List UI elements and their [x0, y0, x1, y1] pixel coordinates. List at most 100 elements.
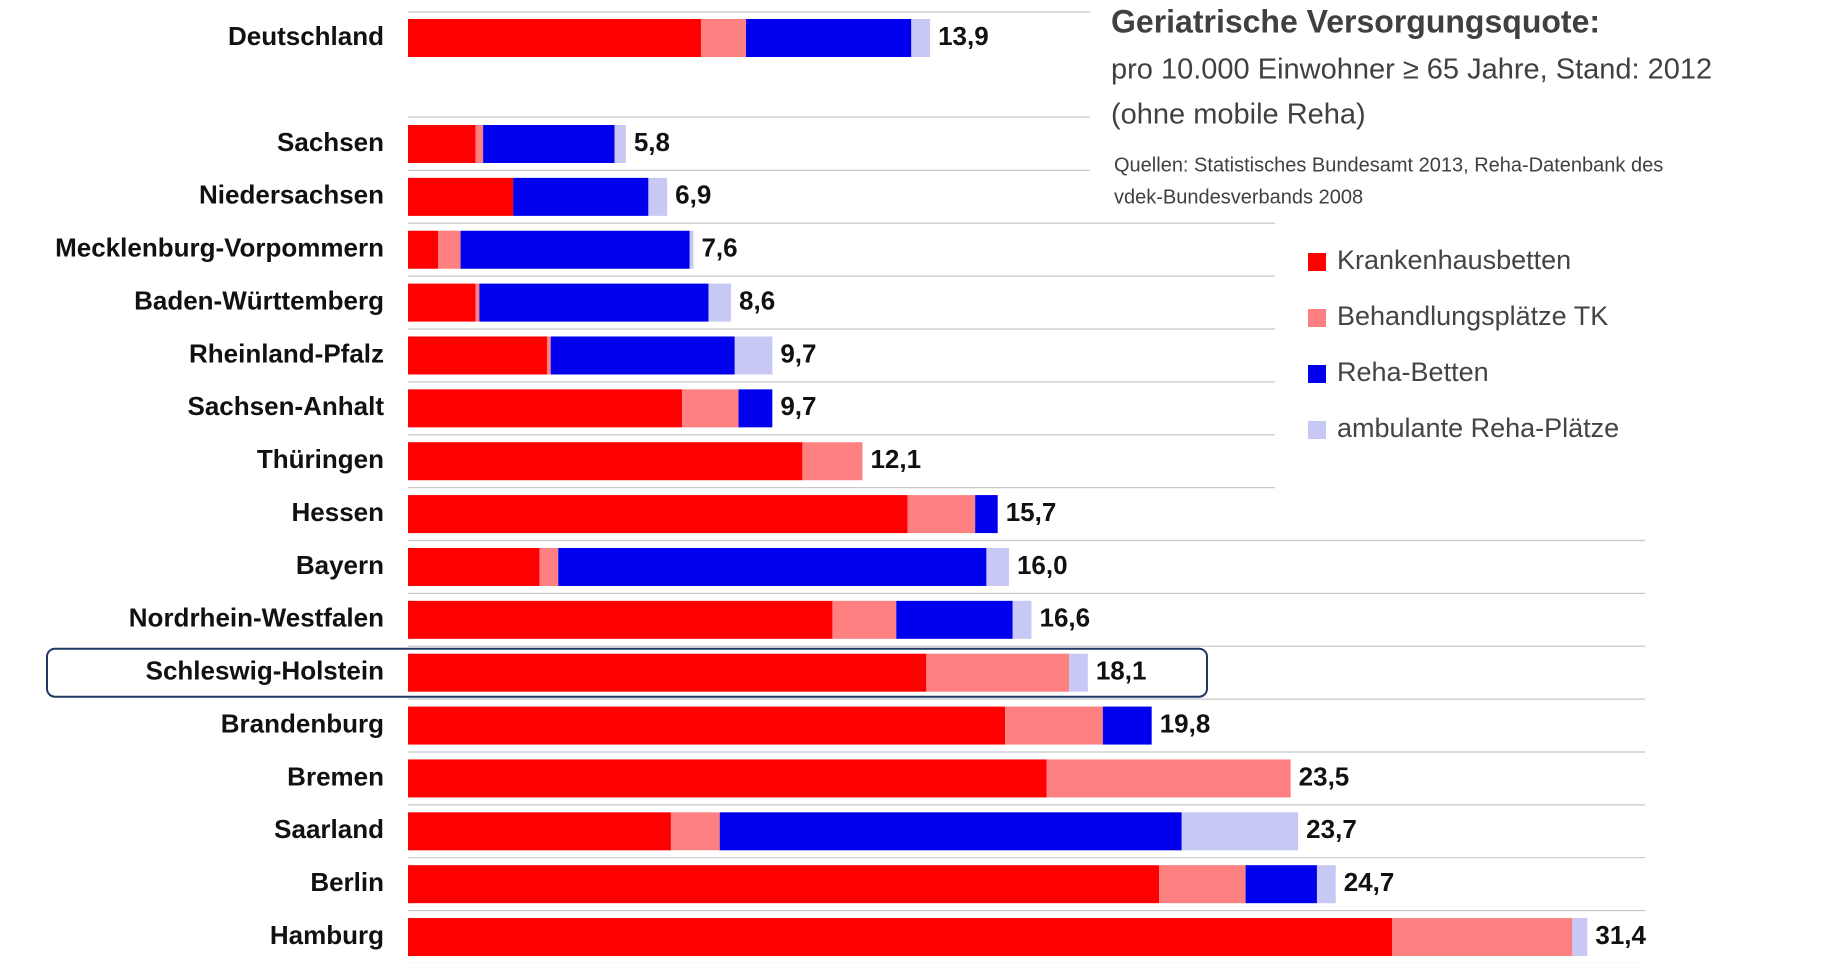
bar-segment: [408, 336, 547, 375]
bar-segment: [1012, 600, 1032, 639]
value-label: 16,0: [1017, 550, 1068, 580]
bar-segment: [1005, 706, 1103, 745]
category-label: Bremen: [287, 761, 384, 791]
category-label: Mecklenburg-Vorpommern: [55, 233, 384, 263]
value-label: 7,6: [701, 233, 737, 263]
value-label: 13,9: [938, 21, 989, 51]
bar-segment: [802, 442, 863, 481]
value-label: 5,8: [634, 127, 670, 157]
value-label: 23,5: [1299, 761, 1350, 791]
legend-swatch: [1308, 253, 1326, 271]
legend-swatch: [1308, 421, 1326, 439]
bar-segment: [648, 177, 668, 216]
category-label: Rheinland-Pfalz: [189, 338, 384, 368]
bar-segment: [719, 812, 1182, 851]
bar-segment: [614, 125, 626, 163]
bar-segment: [689, 230, 694, 269]
legend-label: Reha-Betten: [1337, 357, 1489, 387]
bar-segment: [483, 125, 615, 163]
category-label: Sachsen: [277, 127, 384, 157]
value-label: 24,7: [1344, 867, 1395, 897]
bar-segment: [408, 918, 1393, 957]
bar-segment: [1392, 918, 1573, 957]
category-label: Nordrhein-Westfalen: [129, 603, 384, 633]
value-label: 19,8: [1160, 708, 1211, 738]
category-label: Niedersachsen: [199, 180, 384, 210]
bar-segment: [408, 442, 803, 481]
bar-segment: [408, 653, 927, 692]
value-label: 9,7: [780, 391, 816, 421]
bar-segment: [408, 600, 833, 639]
bar-segment: [682, 389, 739, 428]
bar-segment: [896, 600, 1013, 639]
source: Quellen: Statistisches Bundesamt 2013, R…: [1114, 154, 1663, 176]
bar-segment: [738, 389, 773, 428]
bar-segment: [475, 283, 480, 322]
bar-segment: [1181, 812, 1299, 851]
legend-label: Behandlungsplätze TK: [1337, 301, 1608, 331]
bar-segment: [408, 283, 476, 322]
bar-segment: [408, 389, 683, 428]
bar-segment: [986, 547, 1009, 586]
value-label: 15,7: [1006, 497, 1057, 527]
bar-segment: [408, 125, 476, 163]
bar-segment: [832, 600, 897, 639]
category-label: Hamburg: [270, 920, 384, 950]
bar-segment: [408, 230, 439, 269]
bar-segment: [1046, 759, 1291, 798]
highlight-box: [46, 647, 1208, 698]
value-label: 6,9: [675, 180, 711, 210]
category-label: Bayern: [296, 550, 384, 580]
source: vdek-Bundesverbands 2008: [1114, 186, 1363, 208]
category-label: Baden-Württemberg: [134, 285, 384, 315]
category-label: Hessen: [292, 497, 385, 527]
legend-swatch: [1308, 365, 1326, 383]
bar-segment: [408, 812, 671, 851]
bar-segment: [546, 336, 551, 375]
category-label: Sachsen-Anhalt: [188, 391, 385, 421]
chart-title: Geriatrische Versorgungsquote:: [1111, 3, 1600, 39]
bar-segment: [907, 495, 976, 534]
subtitle: (ohne mobile Reha): [1111, 99, 1366, 131]
value-label: 16,6: [1039, 603, 1090, 633]
category-label: Deutschland: [228, 21, 384, 51]
bar-segment: [670, 812, 720, 851]
bar-segment: [479, 283, 709, 322]
bar-segment: [1245, 865, 1317, 904]
category-label: Saarland: [274, 814, 384, 844]
bar-segment: [475, 125, 484, 163]
category-label: Brandenburg: [221, 708, 384, 738]
value-label: 12,1: [870, 444, 921, 474]
bar-segment: [734, 336, 773, 375]
bar-segment: [1572, 918, 1588, 957]
value-label: 23,7: [1306, 814, 1357, 844]
bar-segment: [408, 706, 1006, 745]
category-label: Schleswig-Holstein: [146, 656, 384, 686]
value-label: 18,1: [1096, 656, 1147, 686]
legend-swatch: [1308, 309, 1326, 327]
bar-segment: [550, 336, 735, 375]
bar-segment: [438, 230, 461, 269]
bar-segment: [408, 495, 908, 534]
bar-segment: [539, 547, 559, 586]
value-label: 31,4: [1595, 920, 1646, 950]
bar-segment: [1159, 865, 1246, 904]
bar-segment: [708, 283, 732, 322]
category-label: Thüringen: [257, 444, 384, 474]
bar-segment: [460, 230, 690, 269]
legend-label: ambulante Reha-Plätze: [1337, 413, 1619, 443]
bar-segment: [1102, 706, 1152, 745]
category-label: Berlin: [310, 867, 384, 897]
subtitle: pro 10.000 Einwohner ≥ 65 Jahre, Stand: …: [1111, 54, 1712, 86]
bar-segment: [408, 177, 514, 216]
bar-segment: [408, 19, 701, 57]
bar-segment: [911, 19, 931, 57]
bar-segment: [558, 547, 987, 586]
bar-segment: [746, 19, 912, 57]
value-label: 8,6: [739, 285, 775, 315]
legend-label: Krankenhausbetten: [1337, 245, 1571, 275]
bar-segment: [1069, 653, 1088, 692]
bar-segment: [408, 547, 540, 586]
bar-segment: [513, 177, 649, 216]
